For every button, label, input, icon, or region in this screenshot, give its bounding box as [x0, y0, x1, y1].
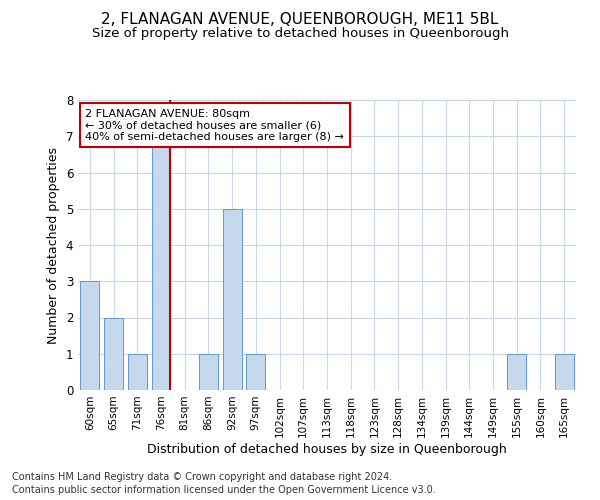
Text: 2 FLANAGAN AVENUE: 80sqm
← 30% of detached houses are smaller (6)
40% of semi-de: 2 FLANAGAN AVENUE: 80sqm ← 30% of detach… [85, 108, 344, 142]
Text: 2, FLANAGAN AVENUE, QUEENBOROUGH, ME11 5BL: 2, FLANAGAN AVENUE, QUEENBOROUGH, ME11 5… [101, 12, 499, 28]
Bar [128, 354, 147, 390]
Bar [152, 136, 170, 390]
Bar [199, 354, 218, 390]
Text: Size of property relative to detached houses in Queenborough: Size of property relative to detached ho… [91, 28, 509, 40]
Bar [554, 354, 574, 390]
Y-axis label: Number of detached properties: Number of detached properties [47, 146, 60, 344]
Bar [104, 318, 123, 390]
Bar [223, 209, 242, 390]
Text: Contains public sector information licensed under the Open Government Licence v3: Contains public sector information licen… [12, 485, 436, 495]
X-axis label: Distribution of detached houses by size in Queenborough: Distribution of detached houses by size … [147, 442, 507, 456]
Bar [247, 354, 265, 390]
Bar [80, 281, 100, 390]
Text: Contains HM Land Registry data © Crown copyright and database right 2024.: Contains HM Land Registry data © Crown c… [12, 472, 392, 482]
Bar [507, 354, 526, 390]
